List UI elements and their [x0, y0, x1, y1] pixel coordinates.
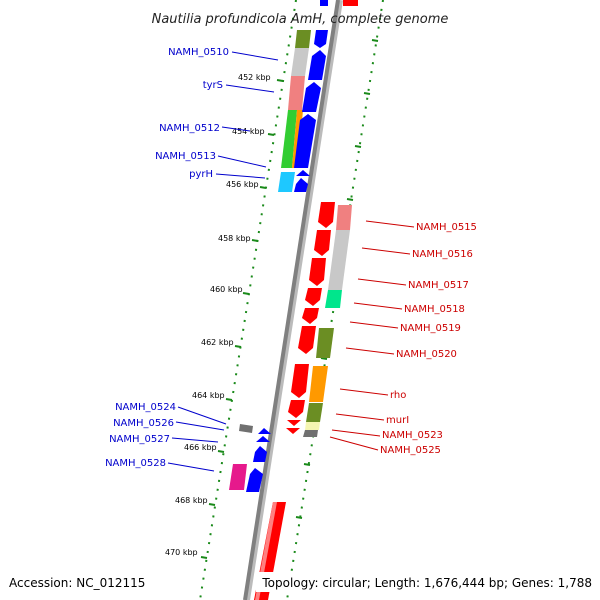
gene-label-NAMH_0510[interactable]: NAMH_0510: [168, 47, 229, 58]
gene-label-NAMH_0523[interactable]: NAMH_0523: [382, 430, 443, 441]
topology-text: Topology: circular; Length: 1,676,444 bp…: [261, 576, 592, 590]
accession-text: Accession: NC_012115: [9, 576, 145, 590]
right-leader-lines: [329, 220, 415, 451]
map-title: Nautilia profundicola AmH, complete geno…: [152, 12, 449, 27]
gene-label-NAMH_0519[interactable]: NAMH_0519: [400, 323, 461, 334]
gene-label-pyrH[interactable]: pyrH: [189, 169, 213, 180]
cog-box-olive-r2: [306, 403, 323, 422]
cog-box-cyan: [278, 172, 295, 192]
gene-label-NAMH_0525[interactable]: NAMH_0525: [380, 445, 441, 456]
gene-label-NAMH_0524[interactable]: NAMH_0524: [115, 402, 176, 413]
gene-label-NAMH_0518[interactable]: NAMH_0518: [404, 304, 465, 315]
cog-box-gray-r: [328, 230, 350, 290]
cog-box-green: [281, 110, 297, 168]
gene-arrow-blue-1: [314, 30, 328, 48]
tick-label-464: 464 kbp: [192, 391, 225, 400]
gene-feature-top-blue: [320, 0, 328, 6]
gene-label-murI[interactable]: murI: [386, 415, 409, 426]
gene-label-NAMH_0516[interactable]: NAMH_0516: [412, 249, 473, 260]
tick-label-456: 456 kbp: [226, 180, 259, 189]
gene-arrow-red-9: [287, 420, 301, 426]
gene-arrow-blue-3: [302, 82, 321, 112]
cog-box-olive: [295, 30, 311, 48]
gene-arrow-red-7: [291, 364, 309, 398]
gene-arrow-blue-10: [246, 468, 263, 492]
genome-backbone: [243, 0, 340, 600]
gene-arrow-red-4: [305, 288, 322, 306]
gene-label-NAMH_0515[interactable]: NAMH_0515: [416, 222, 477, 233]
tick-label-458: 458 kbp: [218, 234, 251, 243]
gene-arrow-red-3: [309, 258, 326, 286]
gene-label-NAMH_0528[interactable]: NAMH_0528: [105, 458, 166, 469]
cog-box-salmon-r: [336, 205, 352, 230]
cog-box-cream-r: [305, 422, 320, 430]
gene-label-NAMH_0527[interactable]: NAMH_0527: [109, 434, 170, 445]
gene-label-NAMH_0526[interactable]: NAMH_0526: [113, 418, 174, 429]
gene-label-rho[interactable]: rho: [390, 390, 406, 401]
gene-arrow-blue-8: [256, 436, 270, 442]
gene-arrow-red-5: [302, 308, 319, 324]
cog-box-salmon: [288, 76, 305, 110]
tick-marks: [200, 79, 284, 559]
gene-arrow-blue-4: [294, 114, 316, 168]
gene-arrow-blue-6: [294, 178, 308, 192]
gene-arrow-red-8: [288, 400, 305, 418]
tick-label-468: 468 kbp: [175, 496, 208, 505]
gene-box-darkgray-l: [239, 424, 253, 433]
cog-box-teal-r: [325, 290, 342, 308]
gene-feature-top-red: [343, 0, 358, 6]
gene-arrow-blue-5: [296, 170, 310, 176]
tick-label-462: 462 kbp: [201, 338, 234, 347]
gene-arrow-red-10: [286, 428, 300, 434]
gene-arrow-red-6: [298, 326, 316, 354]
footer-left-bg: [4, 572, 150, 592]
gene-label-NAMH_0512[interactable]: NAMH_0512: [159, 123, 220, 134]
gene-arrow-red-2: [314, 230, 331, 256]
cog-box-orange-r: [309, 366, 328, 402]
left-leader-lines: [167, 51, 279, 472]
tick-label-454: 454 kbp: [232, 127, 265, 136]
tick-label-470: 470 kbp: [165, 548, 198, 557]
tick-label-452: 452 kbp: [238, 73, 271, 82]
gene-arrow-blue-9: [253, 446, 267, 462]
gene-label-NAMH_0517[interactable]: NAMH_0517: [408, 280, 469, 291]
gene-arrow-blue-2: [308, 50, 326, 80]
tick-label-460: 460 kbp: [210, 285, 243, 294]
gene-label-tyrS[interactable]: tyrS: [203, 80, 223, 91]
gene-label-NAMH_0513[interactable]: NAMH_0513: [155, 151, 216, 162]
gene-label-NAMH_0520[interactable]: NAMH_0520: [396, 349, 457, 360]
cog-box-magenta-l: [229, 464, 247, 490]
cog-box-gray-dark-r: [303, 430, 318, 437]
cog-box-gray-1: [291, 48, 309, 76]
gene-arrow-blue-7: [258, 428, 271, 434]
tick-label-466: 466 kbp: [184, 443, 217, 452]
footer-right-bg: [256, 572, 596, 592]
gene-arrow-red-1: [318, 202, 335, 228]
cog-box-olive-r: [316, 328, 334, 358]
